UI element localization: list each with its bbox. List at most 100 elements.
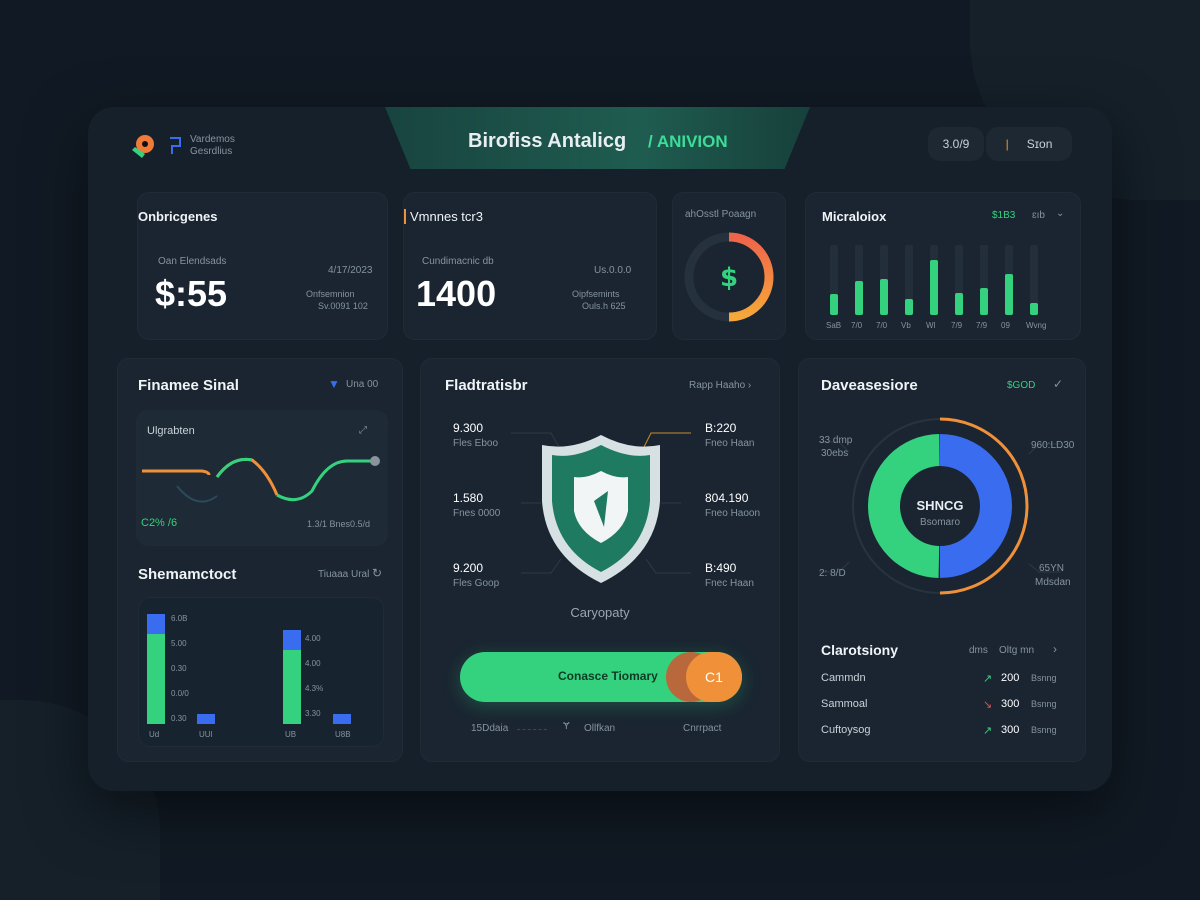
list-item-meta: Bsnng xyxy=(1031,673,1057,683)
card-protection: Fladtratisbr Rapp Haaho › 9.300 Fles Eboo… xyxy=(420,358,780,762)
section-meta: Tiuaaa Ural xyxy=(318,569,370,580)
card-title: Fladtratisbr xyxy=(445,377,528,394)
bar-track xyxy=(980,245,988,315)
brand-icon xyxy=(170,137,181,154)
list-item-meta: Bsnng xyxy=(1031,699,1057,709)
list-item-name[interactable]: Sammoal xyxy=(821,698,868,710)
bar-track xyxy=(1030,245,1038,315)
bar[interactable] xyxy=(855,281,863,315)
card-title: Onbricgenes xyxy=(138,209,218,224)
card-bar-chart: Micraloiox $1B3 ɛıb ⌄ SaB 7/0 7/0 Vb Wl 7/9 7/… xyxy=(805,192,1081,340)
line-endpoint xyxy=(370,456,380,466)
header-banner xyxy=(385,107,810,169)
metric-meta: Sv.0091 102 xyxy=(318,301,368,311)
list-item-name[interactable]: Cammdn xyxy=(821,672,866,684)
bar[interactable] xyxy=(880,279,888,315)
bar-blue[interactable] xyxy=(197,713,215,724)
header-pill-signin[interactable]: | Sɪon xyxy=(986,127,1072,161)
stat-value: 9.200 xyxy=(453,561,484,575)
footer-divider xyxy=(517,729,547,730)
stat-label: Fneo Haoon xyxy=(705,508,761,519)
axis-tick: 0.30 xyxy=(171,714,187,723)
bar[interactable] xyxy=(1030,303,1038,315)
axis-tick: 4.00 xyxy=(305,659,321,668)
bar-blue[interactable] xyxy=(147,614,165,634)
bar[interactable] xyxy=(980,288,988,315)
signin-label: Sɪon xyxy=(1026,137,1053,151)
bar-blue[interactable] xyxy=(333,713,351,724)
bar-label: SaB xyxy=(826,321,842,330)
trend-up-icon: ↗ xyxy=(983,725,993,737)
stat-label: Fles Goop xyxy=(453,578,500,589)
stat-label: Fnes 0000 xyxy=(453,508,501,519)
list-item-name[interactable]: Cuftoysog xyxy=(821,724,871,736)
line-chart-title: Ulgrabten xyxy=(147,425,195,437)
action-button[interactable]: Conasce Tiomary C1 xyxy=(460,652,742,702)
view-all-link[interactable]: Oltg mn xyxy=(999,645,1035,656)
card-title: ahOsstl Poaagn xyxy=(685,209,757,220)
donut-slice-blue xyxy=(940,434,1012,578)
bar[interactable] xyxy=(955,293,963,315)
chart-value: $1B3 xyxy=(992,210,1016,221)
stacked-bar-chart: Ud UUl UB U8B 6.0B 5.00 0.30 0.0/0 0.30 4.00 4.00 4… xyxy=(138,597,384,747)
chevron-right-icon[interactable]: › xyxy=(1053,642,1057,656)
footer-item[interactable]: 15Ddaia xyxy=(471,723,509,734)
footer-item[interactable]: Cnrrpact xyxy=(683,723,722,734)
donut-center-label: SHNCG xyxy=(916,498,964,513)
stat-label: Fnec Haan xyxy=(705,578,754,589)
axis-tick: 5.00 xyxy=(171,639,187,648)
refresh-icon[interactable]: ↻ xyxy=(372,566,383,580)
bar-chart: SaB 7/0 7/0 Vb Wl 7/9 7/9 09 Wvng xyxy=(826,245,1070,330)
expand-icon[interactable]: ⤢ xyxy=(359,425,367,436)
donut-label: Mdsdan xyxy=(1035,577,1071,588)
axis-tick: 0.0/0 xyxy=(171,689,189,698)
footer-item[interactable]: Ollfkan xyxy=(584,723,616,734)
bar-label: 7/9 xyxy=(976,321,988,330)
header-pill-date[interactable]: 3.0/9 xyxy=(928,127,984,161)
bar-label: 7/0 xyxy=(876,321,888,330)
card-title: Daveasesiore xyxy=(821,377,918,394)
section-title: Clarotsiony xyxy=(821,642,899,658)
donut-label: 960:LD30 xyxy=(1031,440,1075,451)
filter-triangle-icon[interactable]: ▼ xyxy=(328,377,340,391)
axis-tick: 6.0B xyxy=(171,614,188,623)
chart-unit[interactable]: ɛıb xyxy=(1032,210,1045,221)
stat-value: 804.190 xyxy=(705,491,749,505)
donut-label: 2: 8/D xyxy=(819,568,846,579)
metric-label: Oan Elendsads xyxy=(158,256,227,267)
line-chart-box: Ulgrabten ⤢ C2% /6 1.3/1 Bnes0.5/d xyxy=(136,410,388,546)
list-item-value: 300 xyxy=(1001,724,1020,736)
bar-tick: U8B xyxy=(335,730,351,739)
bar-blue[interactable] xyxy=(283,629,301,650)
bar[interactable] xyxy=(930,260,938,315)
details-link[interactable]: Rapp Haaho › xyxy=(689,380,752,391)
brand-line1: Vardemos xyxy=(190,134,235,145)
metric-value: 1400 xyxy=(416,273,497,314)
metric-label: Cundimacnic db xyxy=(422,256,494,267)
list-item-meta: Bsnng xyxy=(1031,725,1057,735)
line-chart xyxy=(142,456,380,503)
bar-track xyxy=(830,245,838,315)
line-series-orange xyxy=(142,469,211,476)
donut-slice-green xyxy=(868,434,940,578)
card-metric-1: Onbricgenes Oan Elendsads $:55 4/17/2023… xyxy=(137,192,388,340)
logo-icon xyxy=(132,135,154,158)
bar-label: Vb xyxy=(901,321,911,330)
filter-label[interactable]: Una 00 xyxy=(346,379,379,390)
bar[interactable] xyxy=(830,294,838,315)
bar[interactable] xyxy=(905,298,913,315)
bar-label: 09 xyxy=(1001,321,1010,330)
stat-value: B:490 xyxy=(705,561,737,575)
bar-tick: UB xyxy=(285,730,297,739)
line-chart-meta: 1.3/1 Bnes0.5/d xyxy=(307,519,371,529)
check-icon[interactable]: ✓ xyxy=(1053,377,1064,391)
bar-green[interactable] xyxy=(283,649,301,724)
bar[interactable] xyxy=(1005,274,1013,315)
line-series-green xyxy=(215,457,253,478)
chevron-down-icon[interactable]: ⌄ xyxy=(1056,208,1065,219)
divider-icon: | xyxy=(1005,137,1009,151)
bar-tick: Ud xyxy=(149,730,160,739)
bar-green[interactable] xyxy=(147,634,165,724)
stat-label: Fles Eboo xyxy=(453,438,499,449)
axis-tick: 4.3% xyxy=(305,684,324,693)
